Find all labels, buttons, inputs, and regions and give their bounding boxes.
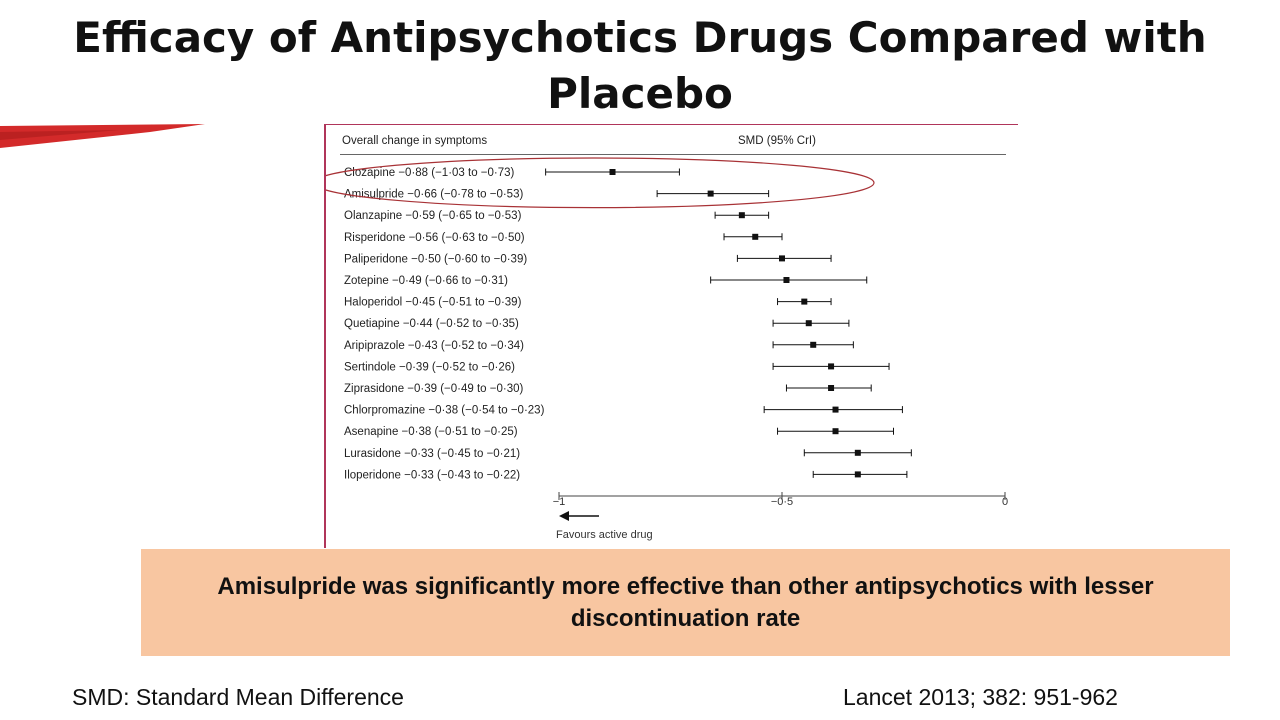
x-tick-label: −0·5 bbox=[771, 496, 793, 508]
point-estimate bbox=[779, 255, 785, 262]
footer-citation: Lancet 2013; 382: 951-962 bbox=[843, 684, 1118, 710]
row-label: Sertindole −0·39 (−0·52 to −0·26) bbox=[344, 361, 515, 373]
row-label: Risperidone −0·56 (−0·63 to −0·50) bbox=[344, 232, 525, 244]
point-estimate bbox=[805, 320, 812, 327]
footer-abbreviation: SMD: Standard Mean Difference bbox=[72, 684, 404, 710]
point-estimate bbox=[832, 428, 839, 435]
point-estimate bbox=[707, 190, 714, 197]
point-estimate bbox=[828, 363, 835, 370]
point-estimate bbox=[810, 341, 817, 348]
direction-arrow-head bbox=[559, 511, 569, 521]
callout-text: Amisulpride was significantly more effec… bbox=[217, 572, 1154, 632]
direction-label: Favours active drug bbox=[556, 529, 653, 541]
callout-box: Amisulpride was significantly more effec… bbox=[141, 549, 1230, 656]
point-estimate bbox=[609, 169, 616, 175]
decorative-swoosh bbox=[0, 124, 205, 148]
row-label: Chlorpromazine −0·38 (−0·54 to −0·23) bbox=[344, 405, 545, 417]
row-label: Asenapine −0·38 (−0·51 to −0·25) bbox=[344, 426, 518, 438]
panel-top-rule bbox=[326, 124, 1018, 125]
highlight-ellipse bbox=[326, 157, 875, 209]
header-overall-change: Overall change in symptoms bbox=[342, 135, 488, 147]
x-tick-label: −1 bbox=[553, 496, 566, 508]
row-label: Ziprasidone −0·39 (−0·49 to −0·30) bbox=[344, 383, 523, 395]
row-label: Aripiprazole −0·43 (−0·52 to −0·34) bbox=[344, 340, 524, 352]
forest-plot-panel: Overall change in symptoms SMD (95% CrI)… bbox=[324, 124, 1018, 548]
row-label: Iloperidone −0·33 (−0·43 to −0·22) bbox=[344, 469, 520, 481]
point-estimate bbox=[832, 406, 839, 413]
header-smd: SMD (95% CrI) bbox=[738, 135, 816, 147]
forest-plot: Clozapine −0·88 (−1·03 to −0·73) Amisulpr… bbox=[326, 157, 1008, 541]
point-estimate bbox=[783, 277, 790, 283]
row-label: Lurasidone −0·33 (−0·45 to −0·21) bbox=[344, 448, 520, 460]
row-label: Olanzapine −0·59 (−0·65 to −0·53) bbox=[344, 210, 522, 222]
point-estimate bbox=[801, 298, 808, 305]
point-estimate bbox=[854, 449, 861, 456]
row-label: Amisulpride −0·66 (−0·78 to −0·53) bbox=[344, 189, 523, 201]
slide-title: Efficacy of Antipsychotics Drugs Compare… bbox=[73, 13, 1207, 118]
row-label: Clozapine −0·88 (−1·03 to −0·73) bbox=[344, 167, 515, 179]
point-estimate bbox=[828, 385, 835, 391]
point-estimate bbox=[738, 212, 745, 219]
point-estimate bbox=[752, 233, 759, 240]
row-label: Haloperidol −0·45 (−0·51 to −0·39) bbox=[344, 297, 522, 309]
header-rule bbox=[340, 154, 1006, 155]
row-label: Zotepine −0·49 (−0·66 to −0·31) bbox=[344, 275, 508, 287]
row-label: Paliperidone −0·50 (−0·60 to −0·39) bbox=[344, 253, 527, 265]
row-label: Quetiapine −0·44 (−0·52 to −0·35) bbox=[344, 318, 519, 330]
x-tick-label: 0 bbox=[1002, 496, 1008, 508]
point-estimate bbox=[854, 471, 861, 478]
